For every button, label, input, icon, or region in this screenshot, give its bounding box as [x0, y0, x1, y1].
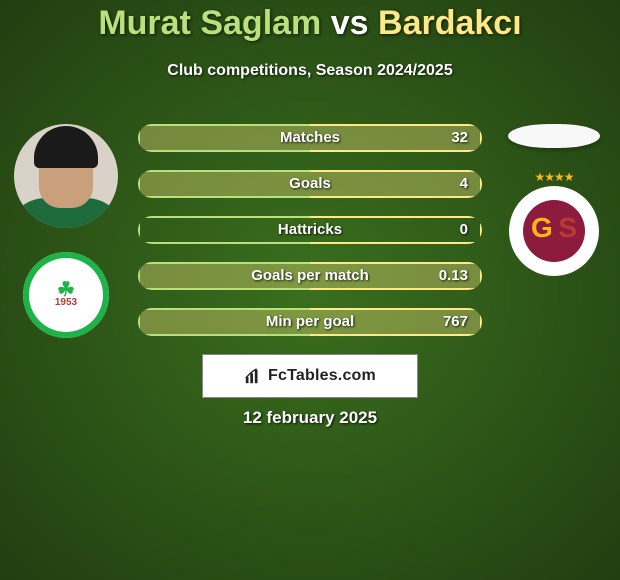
stat-row: Goals4	[138, 170, 482, 198]
stat-row: Goals per match0.13	[138, 262, 482, 290]
stat-row: Matches32	[138, 124, 482, 152]
stat-right-value: 0	[460, 216, 468, 244]
crest-left-year: 1953	[55, 297, 77, 308]
gs-badge: G S	[523, 200, 585, 262]
stat-row: Hattricks0	[138, 216, 482, 244]
club-left-crest: ☘ 1953	[23, 252, 109, 338]
player-left-column: ☘ 1953	[6, 124, 126, 338]
stat-label: Hattricks	[138, 216, 482, 244]
stat-label: Min per goal	[138, 308, 482, 336]
brand-text: FcTables.com	[268, 367, 376, 385]
date-line: 12 february 2025	[0, 408, 620, 428]
stat-row: Min per goal767	[138, 308, 482, 336]
player-right-avatar	[508, 124, 600, 148]
stat-label: Goals per match	[138, 262, 482, 290]
player-left-avatar	[14, 124, 118, 228]
crest-right-stars: ★★★★	[511, 170, 597, 184]
comparison-body: ☘ 1953 Matches32 Goals4 Hattricks0 Goals pe…	[0, 124, 620, 348]
subtitle: Club competitions, Season 2024/2025	[0, 62, 620, 80]
brand-badge[interactable]: FcTables.com	[202, 354, 418, 398]
stat-right-value: 4	[460, 170, 468, 198]
page-title: Murat Saglam vs Bardakcı	[0, 4, 620, 43]
stats-bars: Matches32 Goals4 Hattricks0 Goals per match…	[138, 124, 482, 354]
stat-right-value: 32	[451, 124, 468, 152]
player-right-column: ★★★★ G S	[494, 124, 614, 274]
bar-chart-icon	[244, 367, 262, 385]
club-right-crest: ★★★★ G S	[511, 188, 597, 274]
stat-right-value: 767	[443, 308, 468, 336]
stat-label: Matches	[138, 124, 482, 152]
stat-label: Goals	[138, 170, 482, 198]
stat-right-value: 0.13	[439, 262, 468, 290]
comparison-card: Murat Saglam vs Bardakcı Club competitio…	[0, 0, 620, 580]
